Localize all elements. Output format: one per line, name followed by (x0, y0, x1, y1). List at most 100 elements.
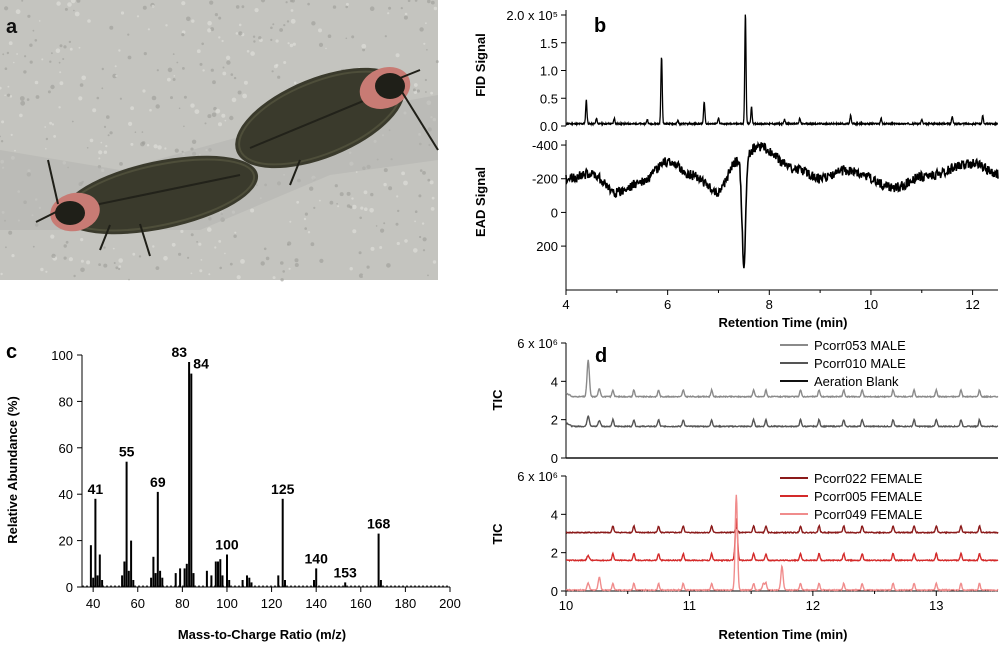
stone-speckle (8, 41, 13, 46)
stone-speckle (202, 69, 205, 72)
stone-speckle (209, 0, 214, 5)
stone-speckle (254, 8, 259, 13)
stone-speckle (404, 239, 408, 243)
stone-speckle (332, 5, 337, 9)
stone-speckle (207, 114, 212, 119)
stone-speckle (128, 121, 133, 126)
stone-speckle (172, 53, 175, 55)
ead-y-tick-label: -200 (532, 172, 558, 187)
stone-speckle (241, 5, 245, 9)
stone-speckle (4, 6, 9, 11)
stone-speckle (211, 112, 217, 118)
stone-speckle (80, 238, 84, 242)
stone-speckle (250, 51, 255, 56)
stone-speckle (236, 275, 241, 280)
stone-speckle (383, 182, 387, 187)
stone-speckle (270, 38, 273, 42)
stone-speckle (362, 48, 366, 52)
c-x-tick-label: 120 (261, 596, 283, 611)
d-top-y-label: TIC (490, 389, 505, 411)
stone-speckle (118, 258, 123, 263)
d-x-tick-label: 10 (559, 598, 573, 613)
d-y-tick-label: 2 (551, 413, 558, 428)
stone-speckle (68, 257, 73, 262)
stone-speckle (345, 37, 348, 40)
stone-speckle (263, 247, 267, 251)
stone-speckle (277, 75, 281, 79)
stone-speckle (78, 46, 81, 49)
mz-peak-label: 140 (305, 550, 329, 566)
d-y-tick-label: 6 x 10⁶ (517, 469, 558, 484)
stone-speckle (230, 73, 234, 76)
d-male-subplot: 6 x 10⁶ 4 2 0 Pcorr053 MALE Pcorr010 MALE Aera… (517, 336, 999, 466)
c-x-tick-label: 200 (439, 596, 461, 611)
stone-speckle (400, 7, 403, 10)
stone-speckle (430, 91, 433, 95)
stone-speckle (313, 206, 316, 209)
panel-d: d 6 x 10⁶ 4 2 0 Pcorr053 MALE Pcorr010 MALE Ae… (490, 336, 999, 642)
stone-speckle (79, 83, 84, 87)
panel-c: c 0 20 40 60 80 100 40 60 80 100 120 140 160 180 200 41… (5, 341, 461, 642)
panel-letter-d: d (595, 345, 607, 367)
stone-speckle (16, 53, 18, 55)
stone-speckle (290, 9, 294, 12)
stone-speckle (304, 227, 308, 230)
stone-speckle (29, 60, 33, 64)
stone-speckle (118, 49, 121, 52)
stone-speckle (157, 145, 162, 150)
stone-speckle (176, 61, 179, 64)
stone-speckle (51, 52, 53, 55)
stone-speckle (10, 133, 13, 136)
mz-bar (161, 577, 164, 587)
c-y-tick-label: 60 (59, 441, 73, 456)
ead-y-tick-label: 200 (536, 239, 558, 254)
stone-speckle (0, 135, 1, 138)
d-y-tick-label: 2 (551, 546, 558, 561)
stone-speckle (396, 195, 399, 198)
stone-speckle (427, 178, 431, 182)
c-y-tick-label: 100 (51, 348, 73, 363)
mz-bar (315, 568, 318, 587)
b-x-tick-label: 6 (664, 297, 671, 312)
stone-speckle (0, 272, 3, 276)
stone-speckle (280, 278, 284, 282)
stone-speckle (386, 263, 391, 268)
fid-y-tick-label: 2.0 x 10⁵ (506, 8, 558, 23)
panel-b: b 2.0 x 10⁵ 1.5 1.0 0.5 0.0 -400 -200 0 200 4 6 8… (473, 8, 999, 330)
stone-speckle (233, 76, 237, 80)
stone-speckle (224, 252, 226, 255)
stone-speckle (238, 31, 243, 36)
mz-bar (132, 580, 135, 587)
stone-speckle (56, 1, 61, 6)
stone-speckle (422, 249, 426, 252)
stone-speckle (153, 144, 158, 149)
c-x-tick-label: 80 (175, 596, 189, 611)
stone-speckle (207, 28, 212, 33)
stone-speckle (210, 68, 214, 72)
fid-y-tick-label: 0.0 (540, 119, 558, 134)
stone-speckle (0, 86, 2, 90)
stone-speckle (272, 23, 275, 26)
stone-speckle (119, 97, 122, 100)
mz-bar (248, 577, 251, 587)
stone-speckle (24, 55, 27, 58)
stone-speckle (21, 0, 24, 2)
stone-speckle (351, 197, 354, 200)
stone-speckle (7, 85, 10, 88)
stone-speckle (224, 119, 227, 122)
stone-speckle (275, 63, 279, 67)
stone-speckle (351, 35, 355, 39)
stone-speckle (101, 87, 104, 90)
stone-speckle (283, 24, 286, 27)
firefly-left-icon (35, 155, 259, 257)
b-x-tick-label: 10 (864, 297, 878, 312)
stone-speckle (113, 262, 116, 264)
ead-trace (565, 140, 999, 269)
legend-label: Pcorr005 FEMALE (814, 489, 923, 504)
stone-speckle (260, 0, 266, 3)
stone-speckle (246, 50, 250, 53)
b-x-tick-label: 8 (766, 297, 773, 312)
d-y-tick-label: 0 (551, 584, 558, 599)
stone-speckle (285, 1, 288, 4)
mz-bar (219, 559, 222, 587)
